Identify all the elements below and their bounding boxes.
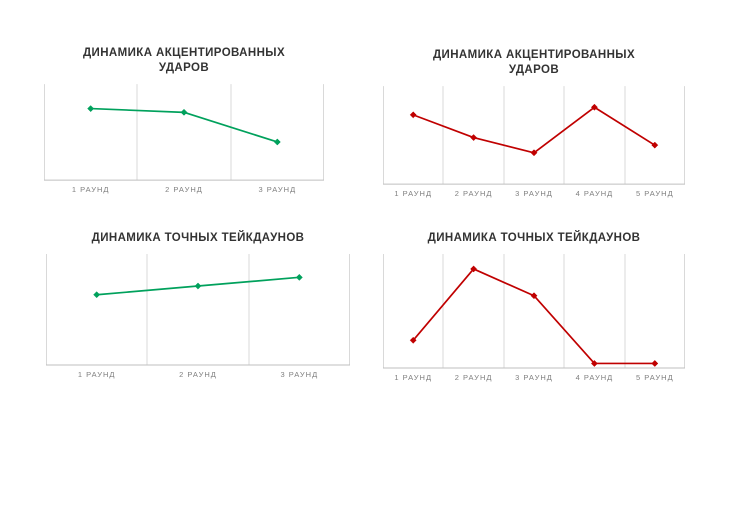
x-axis-label: 4 РАУНД <box>575 189 614 198</box>
x-axis-label: 5 РАУНД <box>635 373 674 382</box>
plot-area <box>44 83 324 181</box>
chart-takedowns-left: ДИНАМИКА ТОЧНЫХ ТЕЙКДАУНОВ 1 РАУНД 2 РАУН… <box>46 231 350 383</box>
chart-canvas <box>383 85 685 185</box>
x-axis-label: 1 РАУНД <box>77 370 116 379</box>
chart-title: ДИНАМИКА ТОЧНЫХ ТЕЙКДАУНОВ <box>427 232 641 244</box>
x-axis-labels: 1 РАУНД 2 РАУНД 3 РАУНД <box>44 181 324 198</box>
chart-accented-strikes-left: ДИНАМИКА АКЦЕНТИРОВАННЫХ УДАРОВ 1 РАУНД 2… <box>44 46 324 198</box>
x-axis-label: 4 РАУНД <box>575 373 614 382</box>
x-axis-label: 1 РАУНД <box>394 373 433 382</box>
x-axis-label: 3 РАУНД <box>515 189 553 198</box>
chart-canvas <box>44 83 324 181</box>
x-axis-label: 1 РАУНД <box>394 189 433 198</box>
chart-canvas <box>383 253 685 369</box>
x-axis-labels: 1 РАУНД 2 РАУНД 3 РАУНД 4 РАУНД 5 РАУНД <box>383 369 685 386</box>
x-axis-label: 2 РАУНД <box>454 189 493 198</box>
chart-title: ДИНАМИКА ТОЧНЫХ ТЕЙКДАУНОВ <box>91 232 305 244</box>
x-axis-label: 2 РАУНД <box>454 373 493 382</box>
chart-title: ДИНАМИКА АКЦЕНТИРОВАННЫХ УДАРОВ <box>82 47 286 74</box>
x-axis-label: 3 РАУНД <box>258 185 297 194</box>
plot-area <box>383 85 685 185</box>
plot-area <box>46 253 350 366</box>
x-axis-labels: 1 РАУНД 2 РАУНД 3 РАУНД 4 РАУНД 5 РАУНД <box>383 185 685 202</box>
x-axis-label: 2 РАУНД <box>179 370 217 379</box>
chart-title: ДИНАМИКА АКЦЕНТИРОВАННЫХ УДАРОВ <box>432 49 636 76</box>
x-axis-label: 5 РАУНД <box>635 189 674 198</box>
chart-canvas <box>46 253 350 366</box>
x-axis-label: 2 РАУНД <box>165 185 203 194</box>
x-axis-labels: 1 РАУНД 2 РАУНД 3 РАУНД <box>46 366 350 383</box>
plot-area <box>383 253 685 369</box>
chart-takedowns-right: ДИНАМИКА ТОЧНЫХ ТЕЙКДАУНОВ 1 РАУНД 2 РАУН… <box>383 231 685 386</box>
chart-accented-strikes-right: ДИНАМИКА АКЦЕНТИРОВАННЫХ УДАРОВ 1 РАУНД 2… <box>383 48 685 202</box>
x-axis-label: 3 РАУНД <box>280 370 319 379</box>
x-axis-label: 1 РАУНД <box>71 185 110 194</box>
x-axis-label: 3 РАУНД <box>515 373 553 382</box>
